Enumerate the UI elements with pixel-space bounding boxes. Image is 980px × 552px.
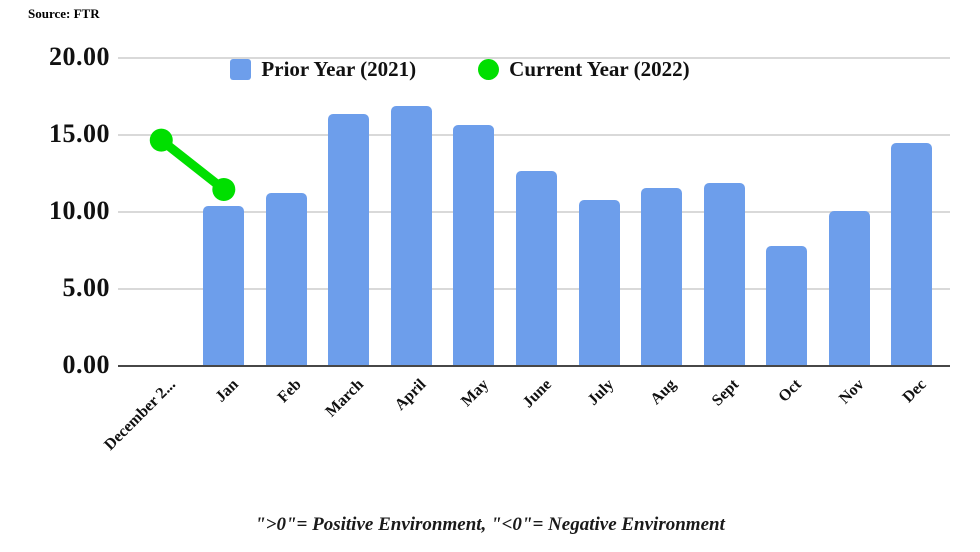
x-axis-label: Jan [212,376,242,406]
bar-oct [766,246,808,365]
bar-june [516,170,557,365]
legend-label-prior-year: Prior Year (2021) [261,56,417,81]
gridline [118,134,950,136]
legend: Prior Year (2021) Current Year (2022) [0,53,920,85]
x-axis-label: Aug [647,376,680,409]
gridline [118,57,950,59]
y-axis-tick-label: 10.00 [49,196,110,225]
legend-item-current-year: Current Year (2022) [478,56,690,82]
y-axis-tick-label: 20.00 [49,42,110,71]
x-axis-label: July [584,376,618,409]
x-axis-label: Feb [274,376,305,407]
data-point [149,128,173,152]
data-point [212,177,236,201]
x-axis-label: December 2... [101,376,180,454]
x-axis-label: Dec [899,376,930,407]
bar-aug [641,187,683,365]
x-axis-label: June [519,376,555,412]
bar-feb [265,192,307,365]
x-axis-label: March [322,376,367,421]
y-axis-tick-label: 15.00 [49,119,110,148]
bar-may [453,124,495,365]
legend-label-current-year: Current Year (2022) [509,56,690,81]
source-label: Source: FTR [28,6,100,21]
bar-nov [828,211,870,365]
y-axis-tick-label: 0.00 [62,350,110,379]
x-axis-baseline [118,365,950,367]
x-axis-label: April [391,376,430,414]
x-axis-label: Oct [775,376,805,406]
legend-item-prior-year: Prior Year (2021) [230,57,416,82]
bar-sept [703,183,745,365]
bar-march [328,113,370,365]
bar-dec [891,143,933,365]
bar-series-swatch-icon [230,58,252,80]
bar-jan [203,206,245,365]
x-axis-label: May [457,376,492,411]
footnote: ">0"= Positive Environment, "<0"= Negati… [255,514,725,535]
line-segment [156,135,229,194]
x-axis-label: Sept [708,376,743,410]
bar-july [578,200,620,365]
bar-april [390,106,432,365]
x-axis-label: Nov [835,376,868,408]
y-axis-tick-label: 5.00 [62,273,110,302]
line-series-swatch-icon [478,58,500,80]
